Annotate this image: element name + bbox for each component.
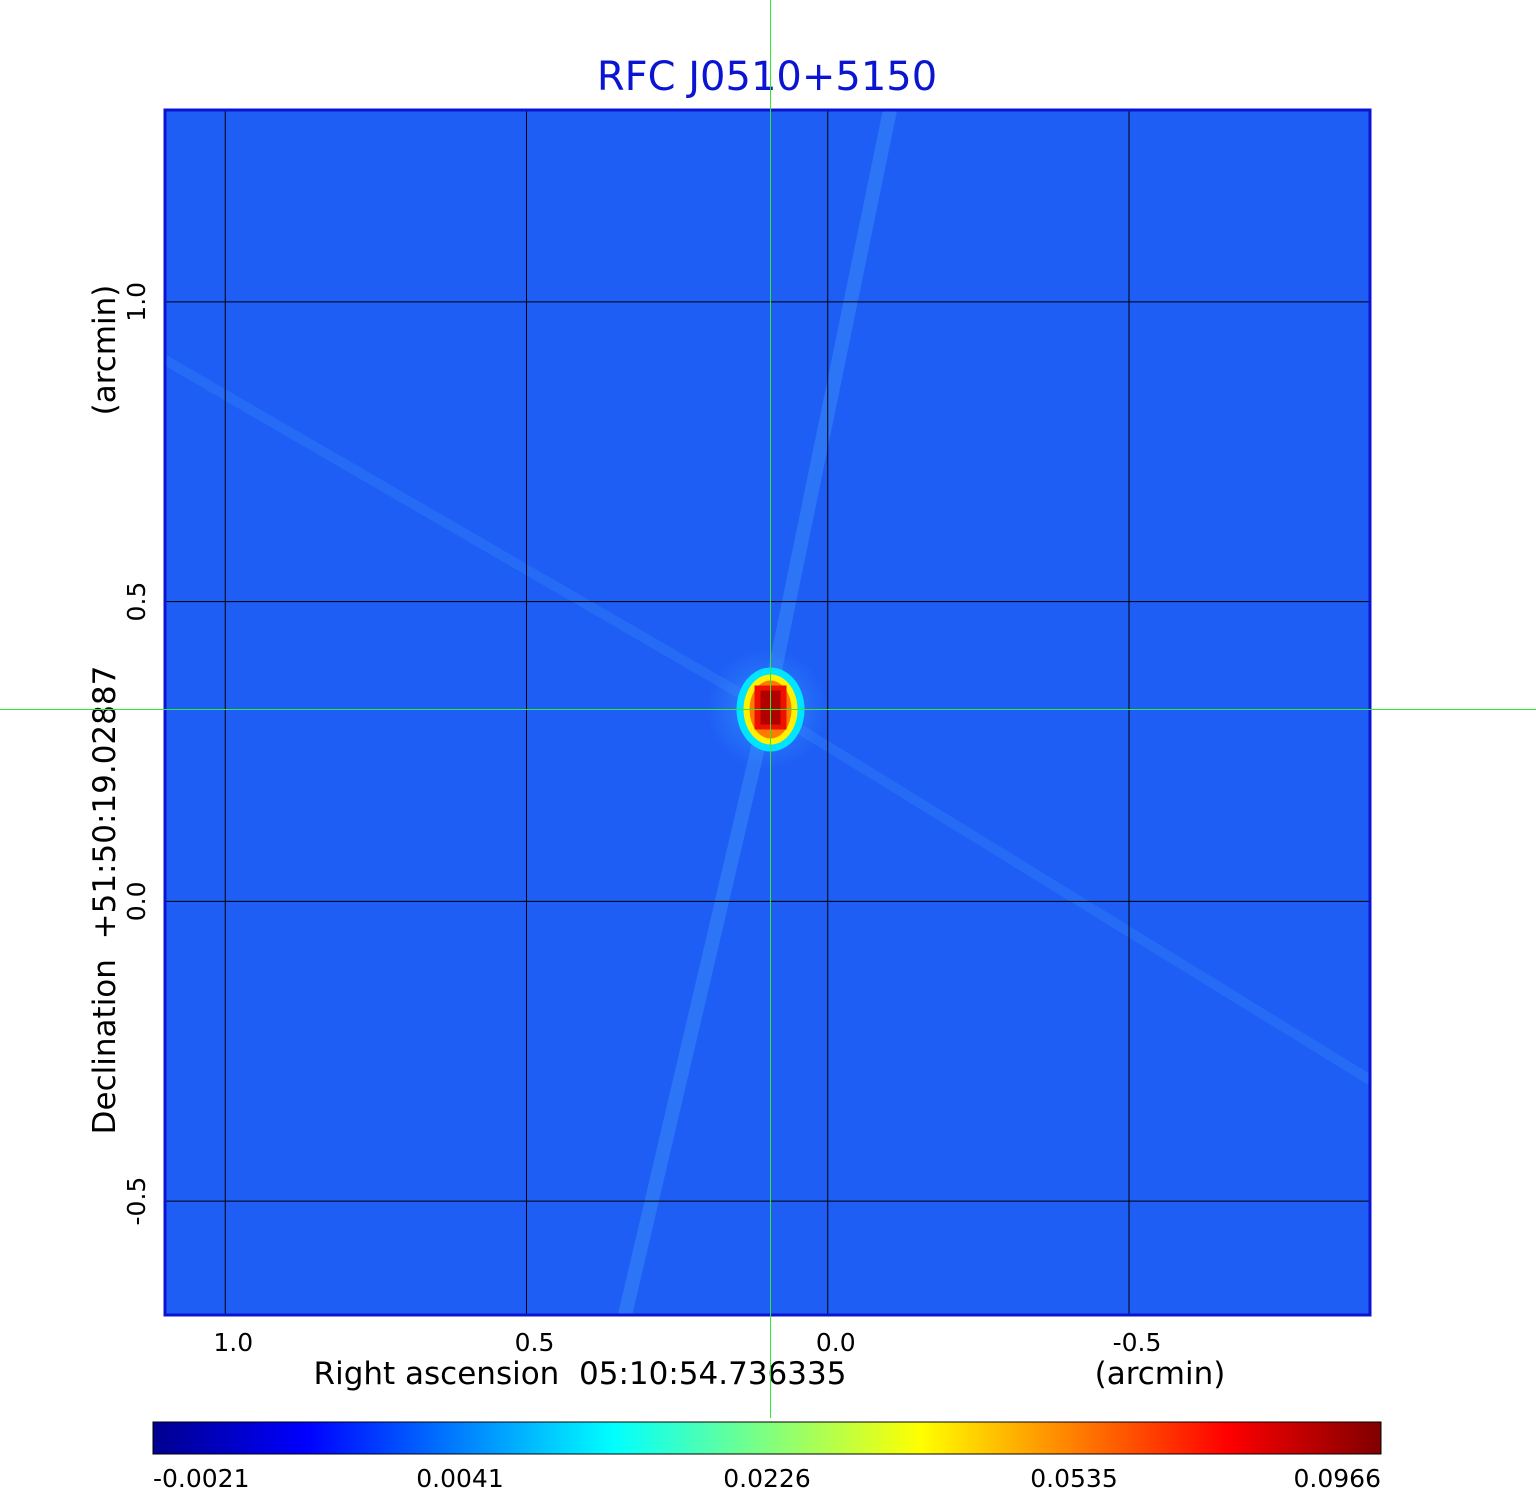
colorbar-tick-label: 0.0535 <box>1030 1464 1117 1493</box>
sidelobe-streak <box>165 355 770 714</box>
colorbar-tick-label: 0.0226 <box>723 1464 810 1493</box>
y-tick-labels: 1.0 0.5 0.0 -0.5 <box>122 282 151 1226</box>
image-structure <box>165 110 1370 1315</box>
colorbar-tick-label: 0.0966 <box>1294 1464 1381 1493</box>
x-axis-label: Right ascension 05:10:54.736335 <box>314 1356 847 1392</box>
plot-area <box>163 108 1372 1317</box>
sidelobe-streak <box>618 707 774 1315</box>
colorbar-labels: -0.0021 0.0041 0.0226 0.0535 0.0966 <box>153 1464 1381 1493</box>
sidelobe-streak <box>760 110 897 711</box>
colorbar-frame <box>152 1421 1382 1455</box>
colorbar-tick-label: 0.0041 <box>416 1464 503 1493</box>
grid-layer <box>165 110 1370 1315</box>
y-axis-label: Declination +51:50:19.02887 <box>87 666 123 1135</box>
chart-title: RFC J0510+5150 <box>597 54 937 100</box>
x-tick-label: 0.5 <box>515 1328 555 1357</box>
colorbar-tick-label: -0.0021 <box>153 1464 250 1493</box>
y-tick-label: -0.5 <box>122 1177 151 1226</box>
colorbar-gradient <box>153 1422 1381 1454</box>
y-tick-label: 0.5 <box>122 582 151 622</box>
x-tick-label: 1.0 <box>213 1328 253 1357</box>
x-axis-unit: (arcmin) <box>1095 1356 1226 1392</box>
x-tick-label: -0.5 <box>1113 1328 1162 1357</box>
y-tick-label: 0.0 <box>122 881 151 921</box>
plot-frame <box>163 108 1372 1317</box>
x-tick-labels: 1.0 0.5 0.0 -0.5 <box>213 1328 1161 1357</box>
crosshair-layer <box>0 0 1536 1418</box>
sidelobe-streak <box>764 704 1370 1085</box>
y-tick-label: 1.0 <box>122 282 151 322</box>
y-axis-unit: (arcmin) <box>87 285 123 416</box>
colorbar: -0.0021 0.0041 0.0226 0.0535 0.0966 <box>152 1421 1382 1493</box>
x-tick-label: 0.0 <box>816 1328 856 1357</box>
